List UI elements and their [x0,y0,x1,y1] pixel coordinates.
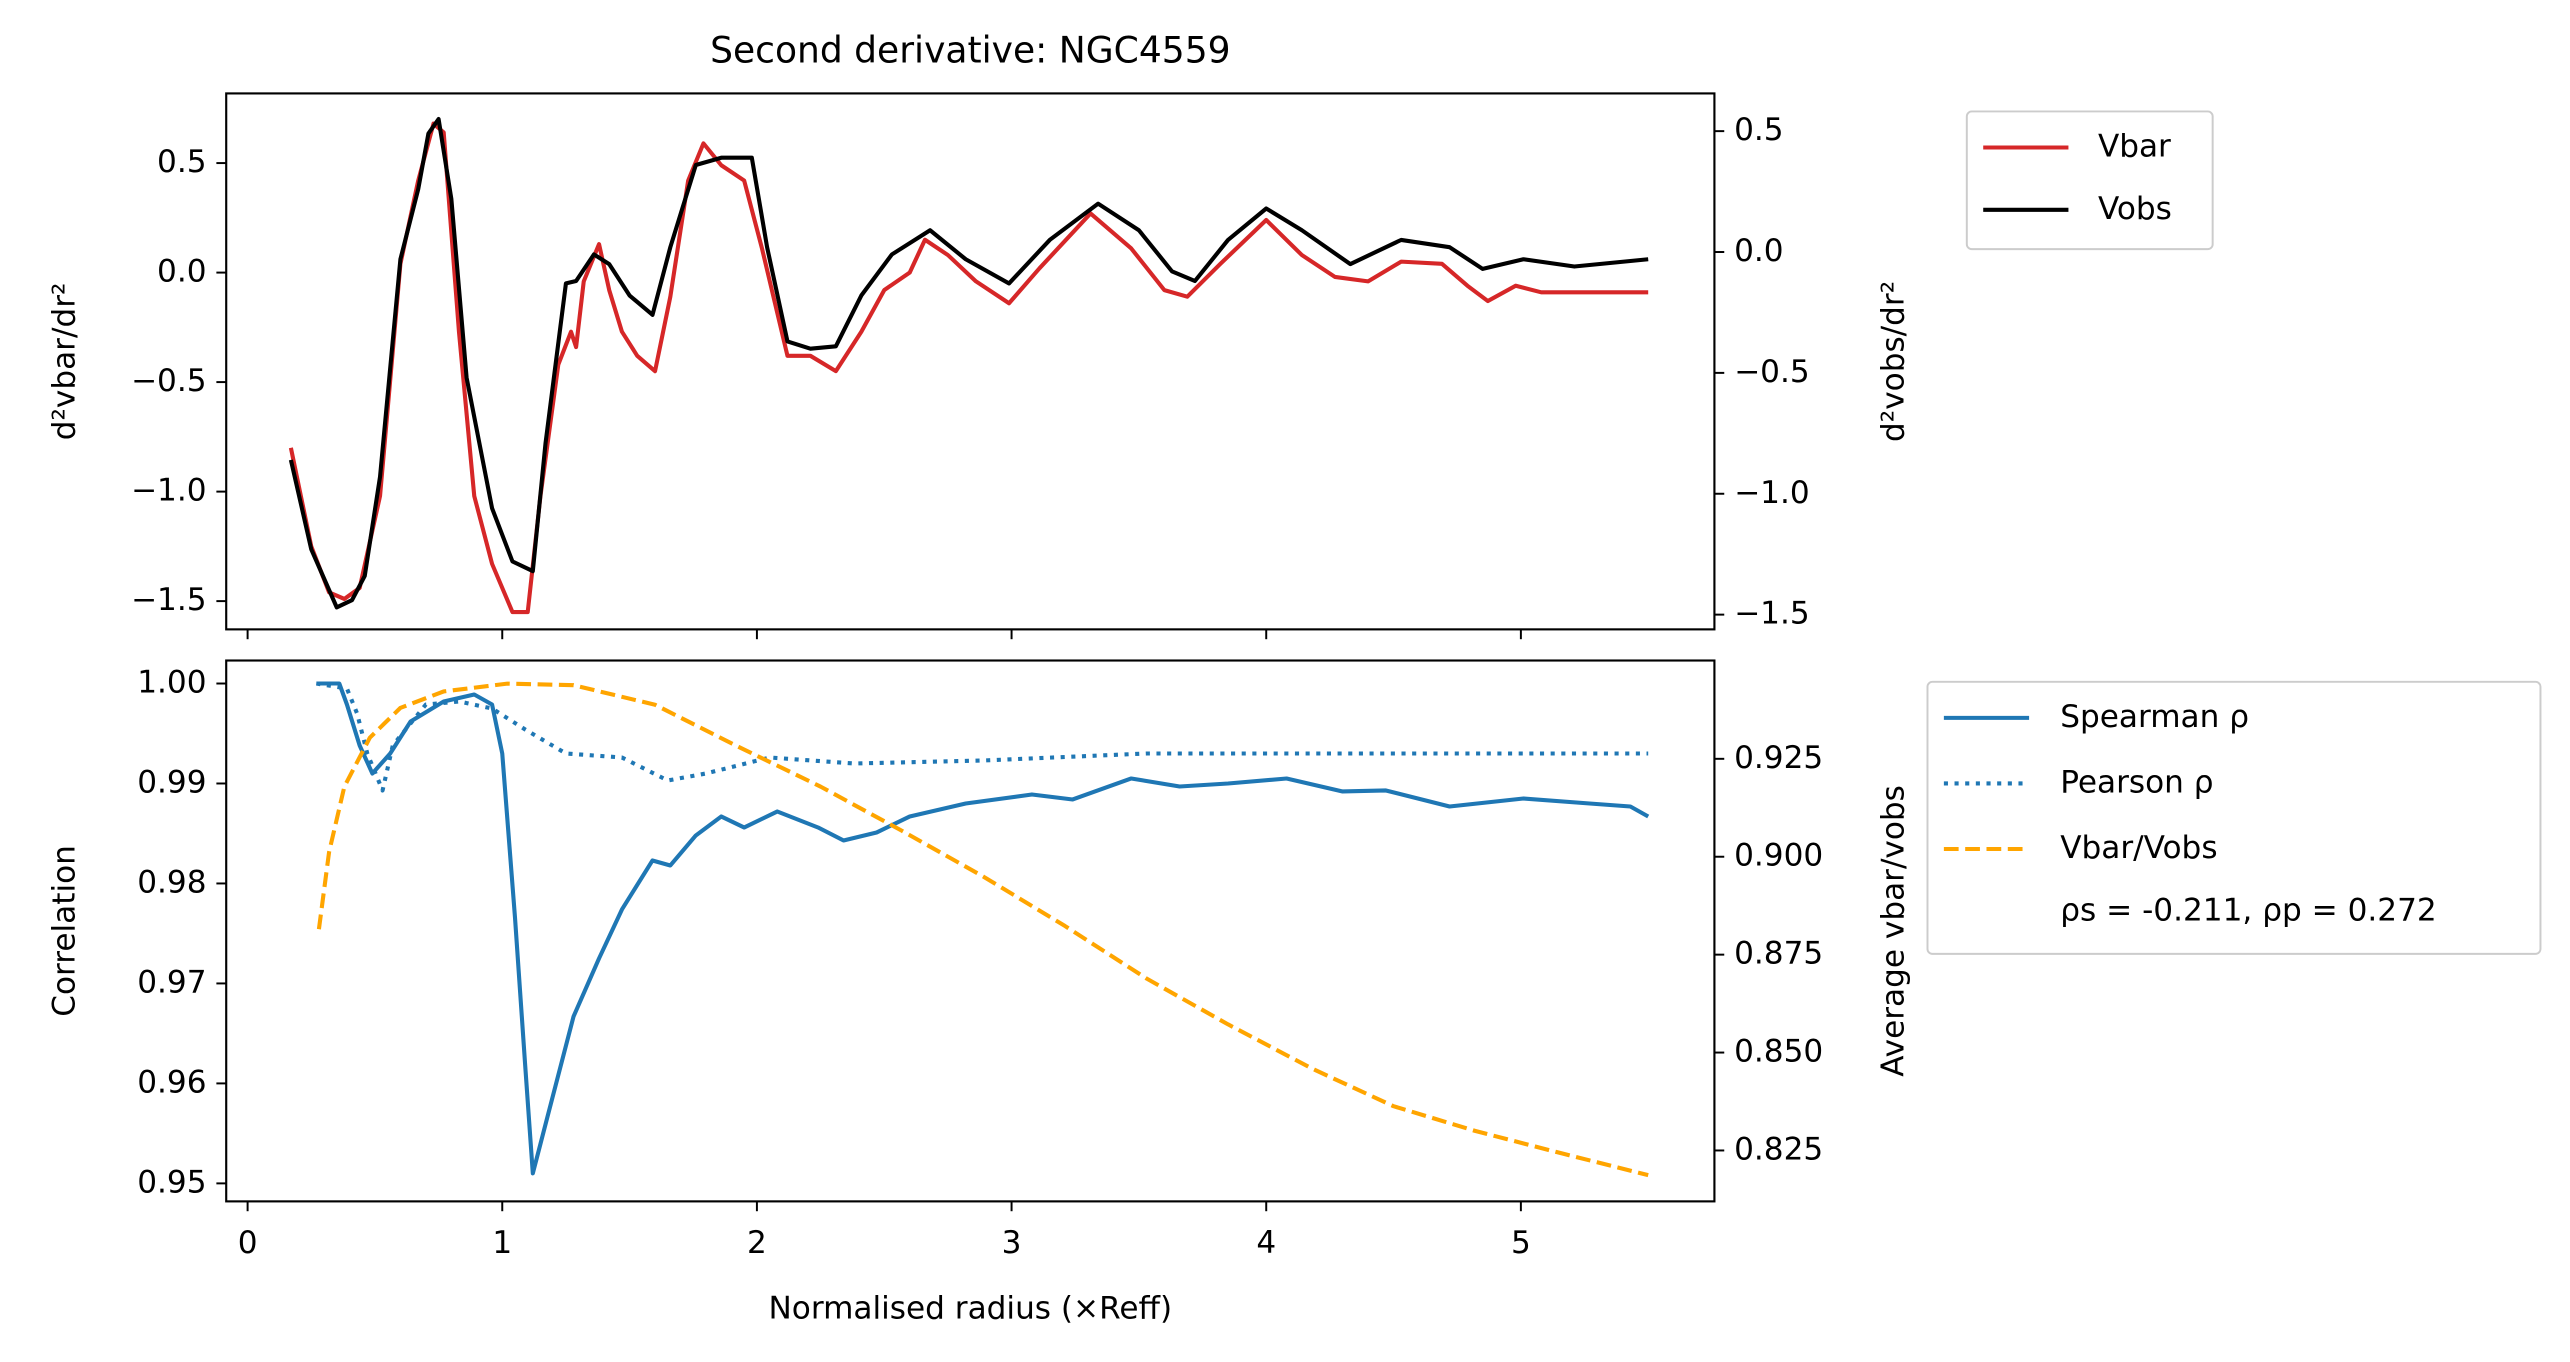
y2-tick-label: −1.0 [1734,475,1810,511]
series-line [288,121,1649,615]
y-tick-label: −1.0 [131,473,207,509]
x-axis-label: Normalised radius (×Reff) [769,1291,1173,1327]
x-tick-label: 1 [492,1225,512,1261]
plot-frame [225,92,1716,631]
legend-label: Spearman ρ [2060,699,2249,735]
series-line [288,116,1649,610]
legend-box [1926,680,2542,955]
y-tick-label: 0.5 [157,144,207,180]
y2-tick-label: −0.5 [1734,354,1810,390]
y-tick-label: 0.95 [137,1164,206,1200]
series-line [316,681,1649,1178]
y-tick-label: 0.99 [137,764,206,800]
y-tick-label: 0.97 [137,964,206,1000]
x-tick-label: 3 [1002,1225,1022,1261]
y2-tick-label: 0.825 [1734,1131,1823,1167]
legend-box [1965,110,2214,251]
x-tick-label: 2 [747,1225,767,1261]
plot-frame [225,659,1716,1203]
y-tick-label: 0.0 [157,254,207,290]
y-tick-label: 0.96 [137,1064,206,1100]
y2-tick-label: 0.875 [1734,936,1823,972]
legend-label: Vbar/Vobs [2060,830,2217,866]
y-tick-label: 0.98 [137,864,206,900]
x-tick-label: 0 [238,1225,258,1261]
legend-label: Pearson ρ [2060,764,2213,800]
y2-axis-label: d²vobs/dr² [1876,281,1912,442]
y2-tick-label: 0.5 [1734,112,1784,148]
y2-tick-label: −1.5 [1734,596,1810,632]
y-tick-label: 1.00 [137,665,206,701]
series-line [316,681,1650,1176]
series-line [316,681,1649,793]
legend-annotation: ρs = -0.211, ρp = 0.272 [2060,892,2436,928]
y-tick-label: −0.5 [131,363,207,399]
y-axis-label: Correlation [47,845,83,1017]
y2-axis-label: Average vbar/vobs [1876,785,1912,1077]
y2-tick-label: 0.850 [1734,1034,1823,1070]
x-tick-label: 5 [1511,1225,1531,1261]
x-tick-label: 4 [1256,1225,1276,1261]
y-tick-label: −1.5 [131,582,207,618]
y2-tick-label: 0.925 [1734,740,1823,776]
legend-label: Vbar [2098,129,2171,165]
y2-tick-label: 0.900 [1734,838,1823,874]
legend-label: Vobs [2098,191,2172,227]
y-axis-label: d²vbar/dr² [47,282,83,440]
chart-title: Second derivative: NGC4559 [710,29,1230,71]
y2-tick-label: 0.0 [1734,233,1784,269]
